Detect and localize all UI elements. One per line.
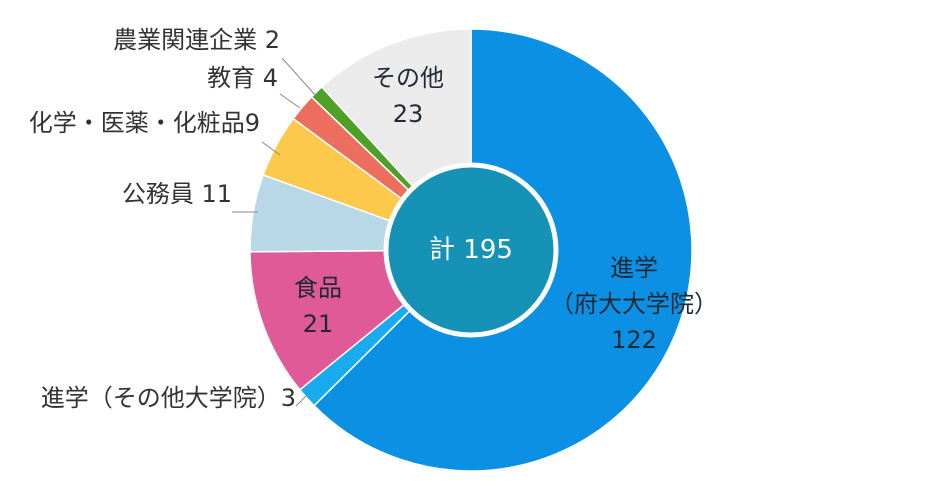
leader-line-7 — [281, 57, 317, 97]
center-layer: 計 195 — [383, 162, 559, 338]
slice-label-line: 農業関連企業 2 — [113, 26, 280, 54]
labels-layer: 進学 （府大大学院） 122 進学（その他大学院）3 食品 21 公務員 11 化学・医薬・化… — [29, 26, 718, 412]
center-total-label: 計 195 — [429, 235, 513, 265]
slice-label-8: その他 23 — [372, 64, 444, 128]
leaders-layer — [232, 57, 317, 407]
leader-line-6 — [279, 93, 301, 109]
slice-label-line: 公務員 11 — [122, 180, 232, 208]
slice-label-line: （府大大学院） — [550, 290, 718, 318]
slice-label-line: 進学（その他大学院）3 — [41, 384, 296, 412]
slice-label-7: 農業関連企業 2 — [113, 26, 280, 54]
slice-label-line: 進学 — [610, 254, 658, 282]
slice-label-6: 教育 4 — [207, 64, 278, 92]
slice-label-line: 23 — [393, 100, 424, 128]
slice-label-1: 進学 （府大大学院） 122 — [550, 254, 718, 354]
slice-label-3: 食品 21 — [294, 274, 342, 338]
slice-label-5: 化学・医薬・化粧品9 — [29, 109, 260, 137]
slice-label-2: 進学（その他大学院）3 — [41, 384, 296, 412]
slice-label-line: 21 — [303, 310, 334, 338]
slice-label-line: その他 — [372, 64, 444, 92]
leader-line-5 — [261, 141, 281, 156]
leader-line-2 — [295, 395, 307, 407]
slice-label-line: 化学・医薬・化粧品9 — [29, 109, 260, 137]
center-total-circle — [383, 162, 559, 338]
slice-label-line: 教育 4 — [207, 64, 278, 92]
slice-label-line: 122 — [611, 326, 657, 354]
slice-label-4: 公務員 11 — [122, 180, 232, 208]
slice-label-line: 食品 — [294, 274, 342, 302]
